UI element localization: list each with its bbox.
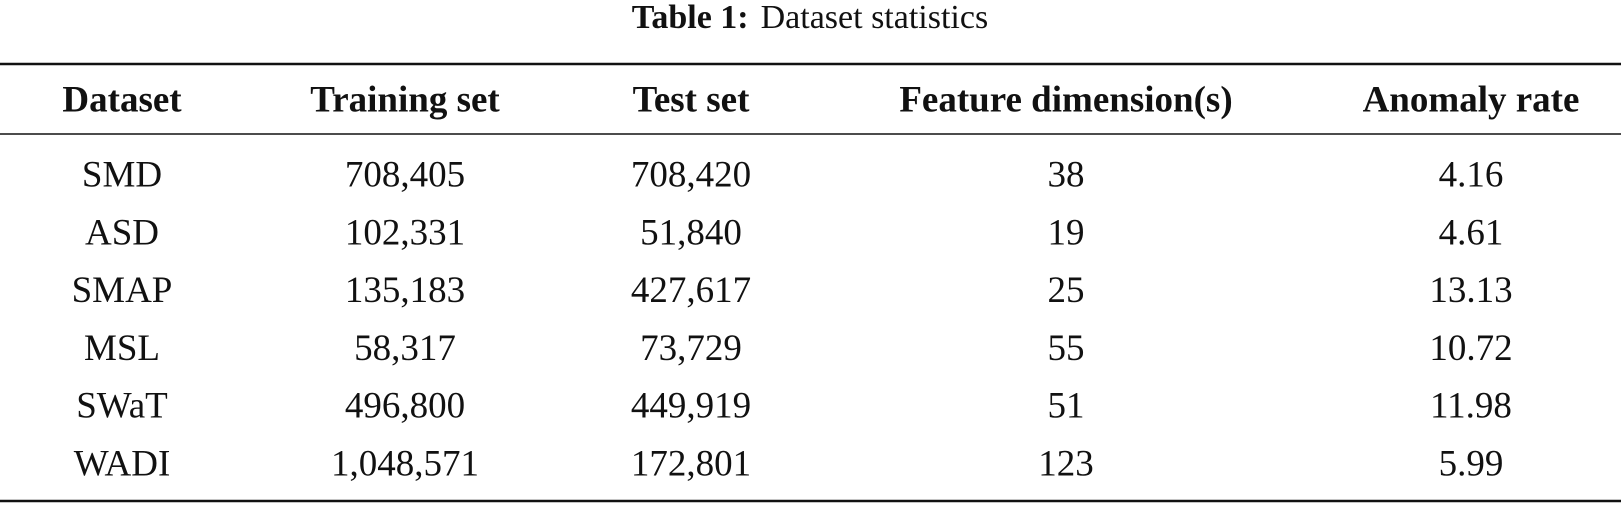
table-caption: Table 1: Dataset statistics — [632, 0, 988, 36]
table-cell: SWaT — [76, 386, 168, 427]
table-cell: 708,420 — [631, 154, 751, 195]
caption-text: Dataset statistics — [761, 0, 989, 36]
table-cell: 123 — [1038, 443, 1094, 484]
header-cell: Test set — [633, 79, 750, 120]
table-cell: ASD — [85, 212, 159, 253]
table-cell: MSL — [84, 328, 160, 369]
table-cell: 708,405 — [345, 154, 465, 195]
table-cell: 51,840 — [640, 212, 742, 253]
table-cell: SMD — [82, 154, 162, 195]
header-cell: Anomaly rate — [1363, 79, 1580, 120]
table-cell: 73,729 — [640, 328, 742, 369]
table-cell: 4.16 — [1439, 154, 1504, 195]
table-cell: SMAP — [72, 270, 173, 311]
table-cell: 10.72 — [1429, 328, 1512, 369]
table-cell: 1,048,571 — [331, 443, 479, 484]
table-cell: 51 — [1048, 386, 1085, 427]
table-cell: 58,317 — [354, 328, 456, 369]
table-cell: 19 — [1048, 212, 1085, 253]
table-cell: 25 — [1048, 270, 1085, 311]
header-cell: Training set — [310, 79, 500, 120]
table-cell: 55 — [1048, 328, 1085, 369]
table-cell: 102,331 — [345, 212, 465, 253]
caption-label: Table 1: — [632, 0, 749, 36]
table-cell: 11.98 — [1430, 386, 1512, 427]
table-cell: 135,183 — [345, 270, 465, 311]
table-cell: 449,919 — [631, 386, 751, 427]
table-cell: 38 — [1048, 154, 1085, 195]
header-cell: Feature dimension(s) — [899, 79, 1232, 120]
table-cell: 4.61 — [1439, 212, 1504, 253]
table-cell: 172,801 — [631, 443, 751, 484]
table-cell: 496,800 — [345, 386, 465, 427]
table-cell: WADI — [74, 443, 171, 484]
table-cell: 13.13 — [1429, 270, 1512, 311]
table-cell: 427,617 — [631, 270, 751, 311]
table-cell: 5.99 — [1439, 443, 1504, 484]
header-cell: Dataset — [62, 79, 182, 120]
